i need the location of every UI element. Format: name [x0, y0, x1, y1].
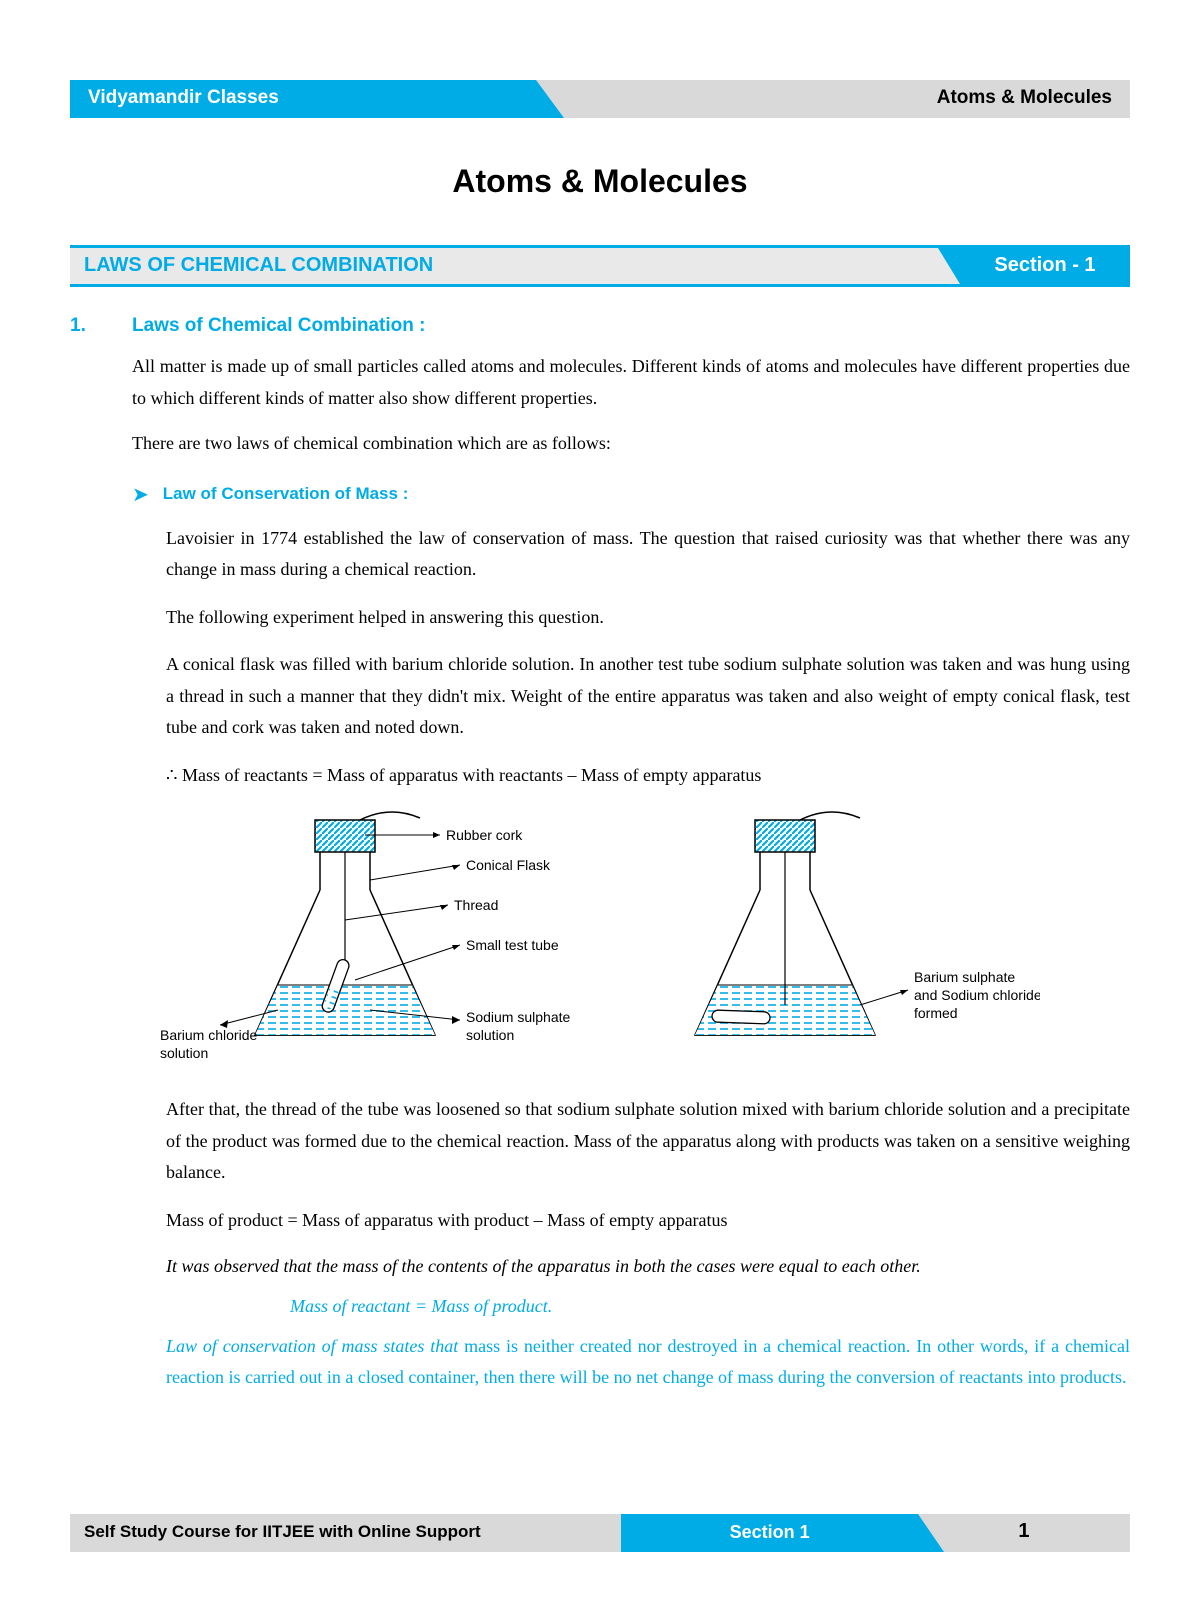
- footer-page-number: 1: [918, 1514, 1130, 1552]
- label-cork: Rubber cork: [446, 827, 523, 843]
- flask-after-diagram: Barium sulphate and Sodium chloride form…: [660, 810, 1040, 1070]
- heading-num: 1.: [70, 315, 132, 337]
- label-tube: Small test tube: [466, 937, 559, 953]
- intro-para-1: All matter is made up of small particles…: [132, 351, 1130, 414]
- section-number: Section - 1: [960, 248, 1130, 284]
- page: Vidyamandir Classes Atoms & Molecules At…: [0, 0, 1200, 1602]
- label-product-1: Barium sulphate: [914, 969, 1015, 985]
- intro-para-2: There are two laws of chemical combinati…: [132, 428, 1130, 460]
- observation-italic: It was observed that the mass of the con…: [166, 1251, 1130, 1282]
- flask-before-diagram: Rubber cork Conical Flask Thread Small t…: [160, 810, 600, 1070]
- heading-text: Laws of Chemical Combination :: [132, 315, 425, 337]
- label-flask: Conical Flask: [466, 857, 551, 873]
- arrow-bullet-icon: ➤: [132, 482, 149, 507]
- header-topic: Atoms & Molecules: [536, 80, 1130, 118]
- label-product-3: formed: [914, 1005, 958, 1021]
- formula-reactants: ∴ Mass of reactants = Mass of apparatus …: [166, 760, 1130, 791]
- page-title: Atoms & Molecules: [70, 163, 1130, 200]
- label-naso-2: solution: [466, 1027, 514, 1043]
- diagram-container: Rubber cork Conical Flask Thread Small t…: [70, 810, 1130, 1070]
- para-experiment-intro: The following experiment helped in answe…: [166, 602, 1130, 634]
- label-product-2: and Sodium chloride: [914, 987, 1040, 1003]
- para-after-reaction: After that, the thread of the tube was l…: [166, 1094, 1130, 1189]
- footer-course: Self Study Course for IITJEE with Online…: [70, 1514, 621, 1552]
- header-bar: Vidyamandir Classes Atoms & Molecules: [70, 80, 1130, 118]
- para-lavoisier: Lavoisier in 1774 established the law of…: [166, 523, 1130, 586]
- footer-section: Section 1: [621, 1514, 918, 1552]
- footer-bar: Self Study Course for IITJEE with Online…: [70, 1514, 1130, 1552]
- law-lead: Law of conservation of mass states that: [166, 1336, 464, 1356]
- heading-row: 1. Laws of Chemical Combination :: [70, 315, 1130, 337]
- label-thread: Thread: [454, 897, 498, 913]
- formula-products: Mass of product = Mass of apparatus with…: [166, 1205, 1130, 1236]
- subheading-row: ➤ Law of Conservation of Mass :: [132, 482, 1130, 507]
- label-naso-1: Sodium sulphate: [466, 1009, 571, 1025]
- section-bar: LAWS OF CHEMICAL COMBINATION Section - 1: [70, 245, 1130, 287]
- label-bacl-1: Barium chloride: [160, 1027, 257, 1043]
- law-statement: Law of conservation of mass states that …: [166, 1331, 1130, 1394]
- para-experiment-setup: A conical flask was filled with barium c…: [166, 649, 1130, 744]
- header-institute: Vidyamandir Classes: [70, 80, 536, 118]
- subheading-text: Law of Conservation of Mass :: [163, 484, 409, 504]
- mass-equation: Mass of reactant = Mass of product.: [290, 1296, 1130, 1317]
- section-title: LAWS OF CHEMICAL COMBINATION: [70, 248, 960, 284]
- label-bacl-2: solution: [160, 1045, 208, 1061]
